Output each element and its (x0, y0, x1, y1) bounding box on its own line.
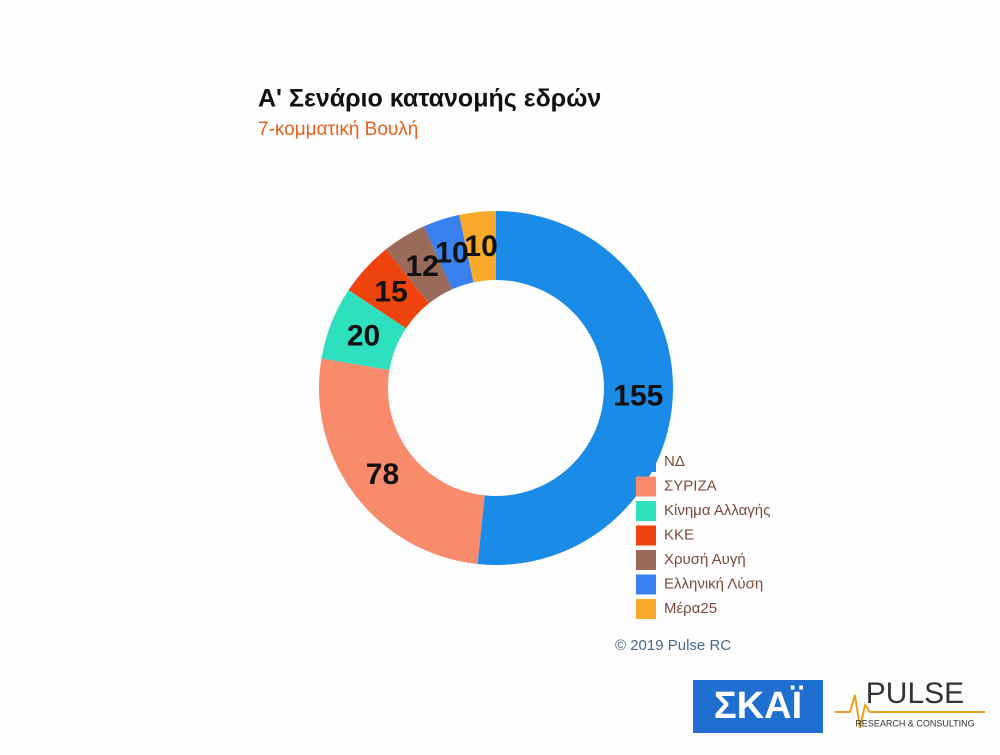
data-label: 10 (435, 236, 468, 269)
donut-slice (386, 226, 453, 304)
data-label: 10 (464, 230, 497, 263)
legend-label: Χρυσή Αυγή (664, 551, 746, 568)
legend-label: Ελληνική Λύση (664, 575, 763, 592)
credit: © 2019 Pulse RC (615, 637, 731, 654)
legend-swatch (636, 452, 656, 472)
data-label: 155 (613, 379, 663, 412)
donut-slice (459, 211, 496, 283)
data-label: 20 (347, 319, 380, 352)
donut-slice (318, 358, 485, 565)
data-label: 78 (366, 458, 399, 491)
chart-subtitle: 7-κομματική Βουλή (258, 119, 418, 140)
legend-swatch (636, 476, 656, 497)
pulse-tagline: RESEARCH & CONSULTING (855, 718, 974, 728)
donut-slice (477, 211, 673, 565)
legend-swatch (636, 501, 656, 521)
legend-swatch (636, 599, 656, 619)
legend-label: Μέρα25 (664, 600, 717, 617)
legend-label: Κίνημα Αλλαγής (664, 502, 770, 519)
legend-swatch (636, 574, 656, 595)
donut-slice (424, 214, 474, 290)
data-label: 12 (405, 250, 438, 283)
pulse-logo: PULSE (866, 677, 964, 710)
donut-slice (321, 290, 407, 370)
legend-label: ΚΚΕ (664, 526, 694, 543)
skai-logo-box (693, 680, 823, 733)
legend-swatch (636, 525, 656, 546)
donut-slice (348, 249, 429, 329)
legend-label: ΝΔ (664, 453, 685, 470)
legend-swatch (636, 550, 656, 570)
chart-title: Α' Σενάριο κατανομής εδρών (258, 85, 601, 113)
skai-logo: ΣΚΑΪ (714, 684, 804, 727)
legend-label: ΣΥΡΙΖΑ (664, 477, 717, 494)
data-label: 15 (374, 275, 407, 308)
pulse-wave (835, 694, 985, 729)
